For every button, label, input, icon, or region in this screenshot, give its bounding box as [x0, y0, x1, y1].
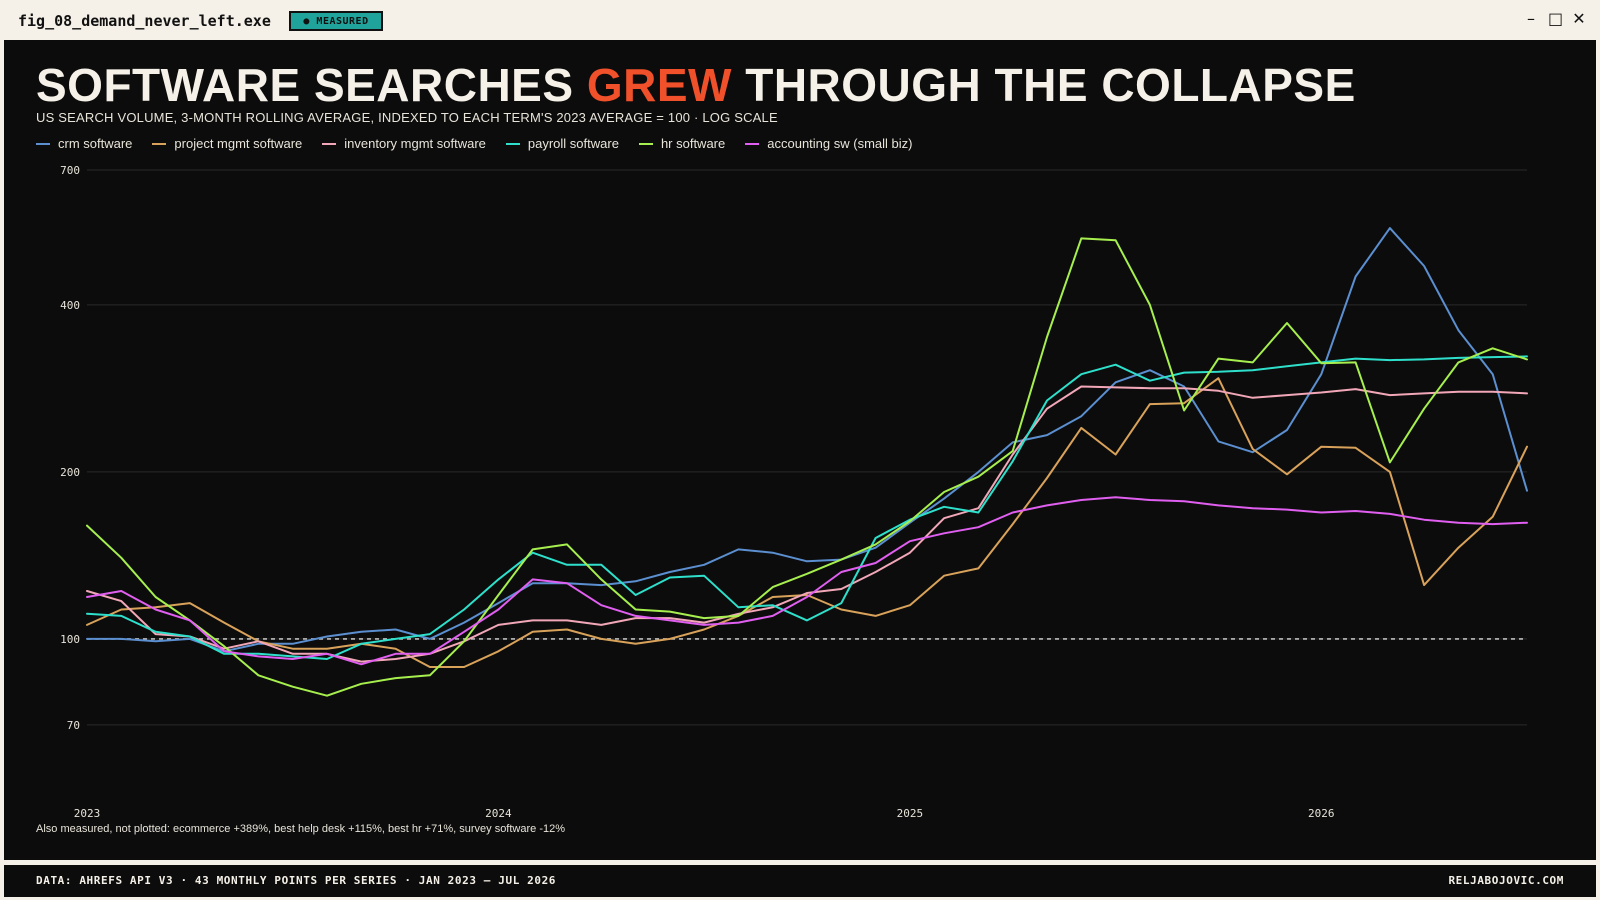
y-tick-label: 70	[67, 719, 80, 732]
chart-footnote: Also measured, not plotted: ecommerce +3…	[36, 823, 565, 835]
legend-item: project mgmt software	[152, 136, 302, 151]
series-line-crm-software	[86, 227, 1528, 653]
legend-item: hr software	[638, 136, 726, 151]
close-icon[interactable]: ✕	[1572, 9, 1586, 28]
legend-label: accounting sw (small biz)	[767, 136, 913, 151]
chart-panel: SOFTWARE SEARCHES GREW THROUGH THE COLLA…	[4, 40, 1596, 860]
title-bar: fig_08_demand_never_left.exe ● MEASURED …	[0, 0, 1600, 40]
title-accent-word: GREW	[586, 59, 732, 111]
legend-label: payroll software	[527, 136, 619, 151]
chart-subtitle: US SEARCH VOLUME, 3-MONTH ROLLING AVERAG…	[36, 110, 778, 125]
chart-legend: crm software project mgmt software invento…	[36, 136, 912, 151]
legend-swatch	[322, 142, 337, 145]
y-tick-label: 400	[60, 299, 80, 312]
y-tick-label: 200	[60, 466, 80, 479]
x-tick-label: 2026	[1308, 807, 1335, 820]
chart-title: SOFTWARE SEARCHES GREW THROUGH THE COLLA…	[36, 58, 1356, 112]
legend-item: inventory mgmt software	[322, 136, 486, 151]
measured-badge: ● MEASURED	[289, 11, 383, 31]
legend-swatch	[745, 142, 760, 145]
legend-label: crm software	[58, 136, 133, 151]
legend-swatch	[638, 142, 653, 145]
series-line-payroll-software	[86, 355, 1528, 660]
line-chart: 70 100 200 400 700 2023 2024 2025 2026	[60, 164, 1528, 820]
series-line-hr-software	[86, 237, 1528, 697]
title-part-1: SOFTWARE SEARCHES	[36, 59, 587, 111]
legend-swatch	[36, 142, 50, 145]
x-tick-label: 2024	[485, 807, 512, 820]
legend-item: accounting sw (small biz)	[745, 136, 912, 151]
x-tick-label: 2025	[897, 807, 924, 820]
maximize-icon[interactable]: □	[1548, 9, 1564, 28]
window-controls: – □ ✕	[1524, 10, 1586, 28]
footer-bar: DATA: AHREFS API V3 · 43 MONTHLY POINTS …	[4, 865, 1596, 897]
window-title: fig_08_demand_never_left.exe	[18, 12, 271, 30]
site-credit: RELJABOJOVIC.COM	[1448, 874, 1564, 887]
legend-label: inventory mgmt software	[344, 136, 486, 151]
title-part-2: THROUGH THE COLLAPSE	[731, 59, 1356, 111]
minimize-icon[interactable]: –	[1527, 9, 1535, 28]
y-tick-label: 100	[60, 633, 80, 646]
data-source: DATA: AHREFS API V3 · 43 MONTHLY POINTS …	[36, 874, 557, 887]
legend-item: crm software	[36, 136, 132, 151]
legend-swatch	[152, 142, 167, 145]
series-line-project-mgmt-software	[86, 377, 1528, 668]
legend-item: payroll software	[505, 136, 619, 151]
x-tick-label: 2023	[74, 807, 101, 820]
series-line-accounting-sw-small-biz-	[86, 496, 1528, 666]
legend-label: hr software	[660, 136, 726, 151]
legend-label: project mgmt software	[174, 136, 303, 151]
y-tick-label: 700	[60, 164, 80, 177]
legend-swatch	[505, 142, 520, 145]
